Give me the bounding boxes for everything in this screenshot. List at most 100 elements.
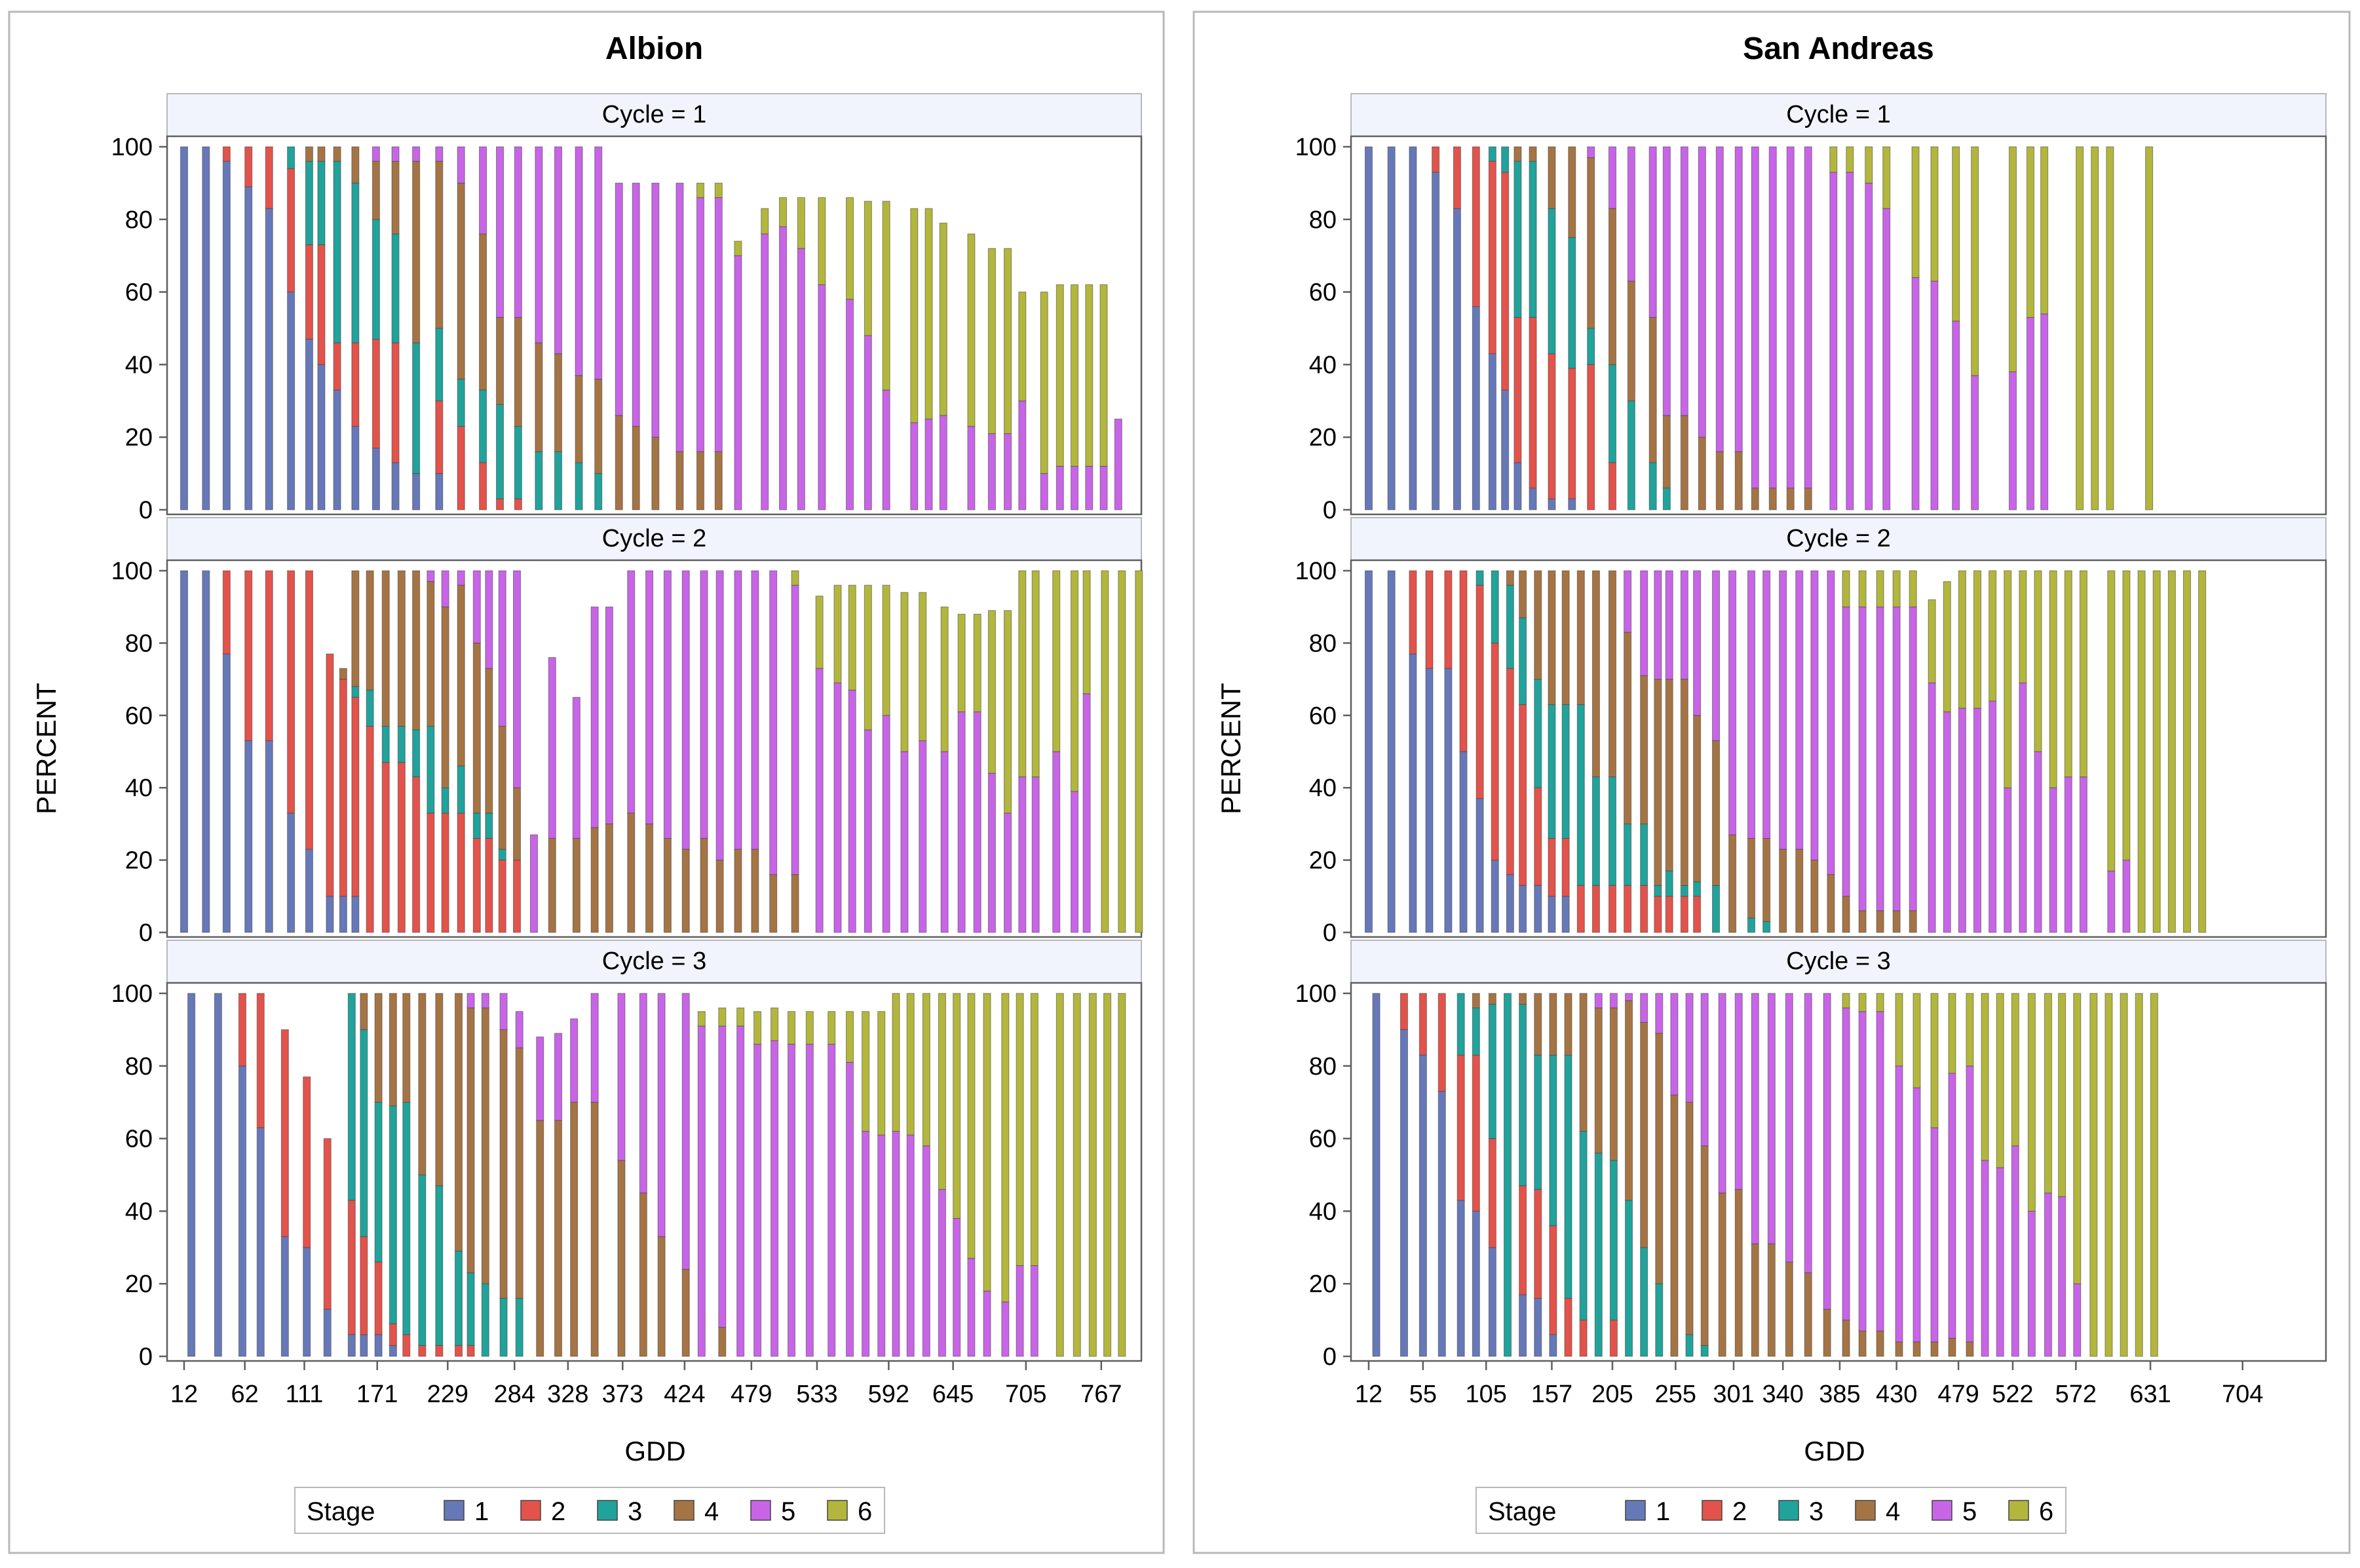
bar-segment-stage-5: [1952, 320, 1960, 510]
bar-gdd-542: [2034, 570, 2042, 933]
x-tick-label: 424: [664, 1381, 705, 1408]
bar-segment-stage-4: [681, 1269, 690, 1357]
bar-segment-stage-1: [1548, 498, 1556, 510]
bar-gdd-272: [1693, 570, 1702, 933]
bar-gdd-492: [1971, 146, 1979, 510]
bar-gdd-573: [2073, 993, 2082, 1357]
bar-segment-stage-1: [1491, 860, 1499, 933]
bar-segment-stage-3: [535, 451, 543, 510]
bar-segment-stage-1: [347, 1334, 356, 1357]
bar-gdd-638: [940, 606, 949, 933]
legend-entry-label: 2: [551, 1497, 565, 1526]
bar-segment-stage-4: [1751, 488, 1759, 510]
bar-segment-stage-5: [714, 197, 723, 452]
bar-gdd-150: [347, 993, 356, 1357]
bar-segment-stage-4: [333, 146, 341, 162]
bar-segment-stage-5: [1971, 375, 1979, 510]
bar-segment-stage-6: [1876, 993, 1884, 1012]
bar-gdd-40: [214, 993, 222, 1357]
bar-segment-stage-6: [1928, 599, 1936, 683]
bar-segment-stage-4: [371, 161, 380, 220]
bar-segment-stage-4: [715, 860, 724, 933]
bar-gdd-266: [1685, 993, 1694, 1357]
bar-segment-stage-1: [287, 292, 295, 510]
bar-gdd-527: [805, 1011, 814, 1357]
bar-segment-stage-5: [1895, 1065, 1903, 1343]
bar-segment-stage-5: [457, 570, 465, 586]
bar-segment-stage-4: [1810, 860, 1819, 933]
bar-segment-stage-2: [1608, 462, 1616, 510]
bar-gdd-578: [2079, 570, 2087, 933]
bar-gdd-60: [238, 993, 246, 1357]
bar-segment-stage-4: [317, 146, 326, 162]
bar-segment-stage-1: [1459, 751, 1468, 933]
bar-gdd-380: [1829, 146, 1838, 510]
y-tick-label: 40: [125, 351, 153, 379]
bar-segment-stage-4: [1564, 993, 1572, 1056]
x-tick-label: 430: [1876, 1381, 1917, 1408]
bar-segment-stage-5: [535, 146, 543, 343]
bar-segment-stage-5: [1930, 280, 1939, 510]
bar-segment-stage-5: [1779, 570, 1787, 850]
y-tick-label: 60: [1309, 1126, 1337, 1153]
bar-gdd-130: [323, 1138, 332, 1357]
bar-segment-stage-6: [818, 197, 826, 286]
bar-segment-stage-6: [1099, 284, 1108, 467]
bar-segment-stage-4: [496, 316, 504, 405]
y-tick-label: 40: [1309, 351, 1337, 379]
bar-gdd-550: [833, 584, 842, 933]
x-tick-label: 284: [494, 1381, 535, 1408]
bar-segment-stage-6: [771, 1007, 779, 1041]
bar-gdd-188: [1587, 146, 1595, 510]
bar-gdd-100: [287, 146, 295, 510]
bar-gdd-760: [1088, 993, 1097, 1357]
bar-gdd-138: [333, 146, 341, 510]
bar-segment-stage-1: [1425, 668, 1434, 933]
bar-gdd-230: [1640, 993, 1648, 1357]
bar-gdd-445: [1911, 146, 1920, 510]
bar-segment-stage-6: [1981, 993, 1989, 1161]
y-tick-label: 20: [125, 424, 153, 451]
bar-segment-stage-5: [953, 1217, 961, 1357]
bar-gdd-524: [2011, 993, 2019, 1357]
bar-segment-stage-3: [1648, 462, 1657, 510]
bar-gdd-561: [2058, 993, 2066, 1357]
bar-gdd-477: [1952, 146, 1960, 510]
bar-gdd-227: [441, 570, 449, 933]
bar-gdd-350: [590, 606, 599, 933]
legend-entry-label: 1: [1656, 1497, 1670, 1526]
bar-segment-stage-3: [1655, 1283, 1664, 1357]
bar-segment-stage-4: [1655, 1033, 1664, 1284]
bar-gdd-240: [457, 146, 465, 510]
y-tick-label: 80: [1309, 630, 1337, 657]
bar-gdd-395: [645, 570, 654, 933]
bar-gdd-702: [1018, 570, 1027, 933]
bar-gdd-75: [1444, 570, 1453, 933]
bar-segment-stage-3: [1561, 704, 1570, 839]
bar-segment-stage-1: [1372, 993, 1380, 1357]
bar-segment-stage-6: [2073, 993, 2082, 1284]
bar-segment-stage-5: [2026, 316, 2034, 510]
x-tick-label: 479: [731, 1381, 772, 1408]
bar-gdd-110: [1488, 146, 1496, 510]
bar-gdd-590: [882, 201, 890, 510]
bar-segment-stage-2: [1579, 1320, 1588, 1357]
bar-segment-stage-6: [1001, 993, 1010, 1303]
panel-cycle-3: Cycle = 3 0 20 40 60 80 100 12 55 105 157 205 255 301…: [1295, 940, 2327, 1466]
bar-segment-stage-3: [1534, 679, 1542, 788]
bar-segment-stage-5: [696, 197, 704, 452]
bar-gdd-490: [761, 208, 769, 510]
bar-segment-stage-2: [514, 498, 522, 510]
bar-segment-stage-2: [371, 339, 380, 449]
bar-gdd-254: [1670, 993, 1679, 1357]
bar-gdd-690: [1004, 610, 1012, 933]
bar-segment-stage-5: [1040, 473, 1048, 510]
bar-segment-stage-5: [1785, 993, 1793, 1263]
bar-segment-stage-2: [389, 1323, 397, 1346]
bar-segment-stage-5: [761, 233, 769, 510]
bar-segment-stage-5: [1680, 570, 1688, 680]
bar-gdd-599: [2106, 146, 2114, 510]
bar-gdd-600: [2107, 570, 2116, 933]
legend-entry-label: 4: [1886, 1497, 1900, 1526]
bar-gdd-652: [957, 613, 966, 933]
